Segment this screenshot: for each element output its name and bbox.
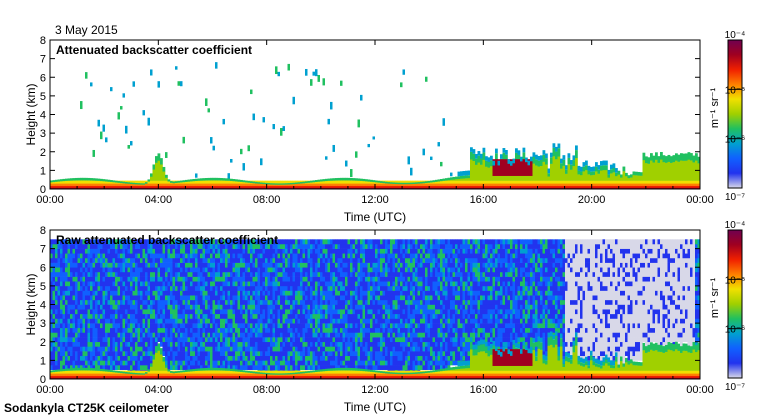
- y-tick-label: 6: [40, 262, 46, 274]
- panel-2: 00:00 04:00 08:00 12:00 16:00 20:00 00:0001234…: [24, 220, 745, 414]
- y-tick-label: 6: [40, 72, 46, 84]
- x-tick-label: 08:00: [253, 194, 281, 206]
- instrument-label: Sodankyla CT25K ceilometer: [4, 401, 169, 415]
- y-tick-label: 2: [40, 147, 46, 159]
- y-tick-label: 3: [40, 318, 46, 330]
- heatmap-cells: [50, 62, 701, 190]
- colorbar: 10⁻⁷ 10⁻⁶ 10⁻⁵ 10⁻⁴ m⁻¹ sr⁻¹: [709, 30, 745, 203]
- y-tick-label: 4: [40, 110, 46, 122]
- x-tick-label: 08:00: [253, 384, 281, 396]
- colorbar-scale: [727, 39, 743, 189]
- x-axis-label: Time (UTC): [344, 400, 406, 414]
- x-tick-label: 12:00: [361, 384, 389, 396]
- y-tick-label: 7: [40, 244, 46, 256]
- x-tick-label: 16:00: [470, 384, 498, 396]
- y-tick-label: 7: [40, 54, 46, 66]
- y-tick-label: 8: [40, 225, 46, 237]
- y-axis-label: Height (km): [24, 273, 38, 335]
- x-tick-label: 04:00: [145, 384, 173, 396]
- panel-1: 00:00 04:00 08:00 12:00 16:00 20:00 00:0001234…: [24, 30, 745, 224]
- colorbar-scale: [727, 229, 743, 379]
- x-tick-label: 16:00: [470, 194, 498, 206]
- colorbar: 10⁻⁷ 10⁻⁶ 10⁻⁵ 10⁻⁴ m⁻¹ sr⁻¹: [709, 220, 745, 393]
- x-tick-label: 00:00: [36, 384, 64, 396]
- x-axis-label: Time (UTC): [344, 210, 406, 224]
- x-tick-label: 20:00: [578, 384, 606, 396]
- date-label: 3 May 2015: [55, 23, 118, 37]
- colorbar-tick-label: 10⁻⁷: [725, 192, 745, 203]
- y-tick-label: 2: [40, 337, 46, 349]
- y-tick-label: 8: [40, 35, 46, 47]
- y-tick-label: 5: [40, 91, 46, 103]
- y-axis-label: Height (km): [24, 83, 38, 145]
- colorbar-tick-label: 10⁻⁴: [725, 30, 746, 41]
- x-tick-label: 20:00: [578, 194, 606, 206]
- x-tick-label: 00:00: [686, 194, 714, 206]
- y-tick-label: 0: [40, 184, 46, 196]
- panel-title: Raw attenuated backscatter coefficient: [56, 233, 278, 247]
- x-tick-label: 00:00: [686, 384, 714, 396]
- y-tick-label: 1: [40, 165, 46, 177]
- colorbar-tick-label: 10⁻⁷: [725, 382, 745, 393]
- colorbar-tick-label: 10⁻⁴: [725, 220, 746, 231]
- x-tick-label: 04:00: [145, 194, 173, 206]
- y-tick-label: 3: [40, 128, 46, 140]
- y-tick-label: 0: [40, 374, 46, 386]
- y-tick-label: 1: [40, 355, 46, 367]
- colorbar-unit: m⁻¹ sr⁻¹: [709, 88, 721, 129]
- y-tick-label: 5: [40, 281, 46, 293]
- y-tick-label: 4: [40, 300, 46, 312]
- colorbar-tick-label: 10⁻⁵: [725, 275, 746, 286]
- colorbar-tick-label: 10⁻⁶: [725, 135, 746, 146]
- panel-title: Attenuated backscatter coefficient: [56, 43, 252, 57]
- heatmap-cells: [50, 239, 701, 380]
- colorbar-unit: m⁻¹ sr⁻¹: [709, 278, 721, 319]
- colorbar-tick-label: 10⁻⁶: [725, 325, 746, 336]
- colorbar-tick-label: 10⁻⁵: [725, 85, 746, 96]
- x-tick-label: 00:00: [36, 194, 64, 206]
- x-tick-label: 12:00: [361, 194, 389, 206]
